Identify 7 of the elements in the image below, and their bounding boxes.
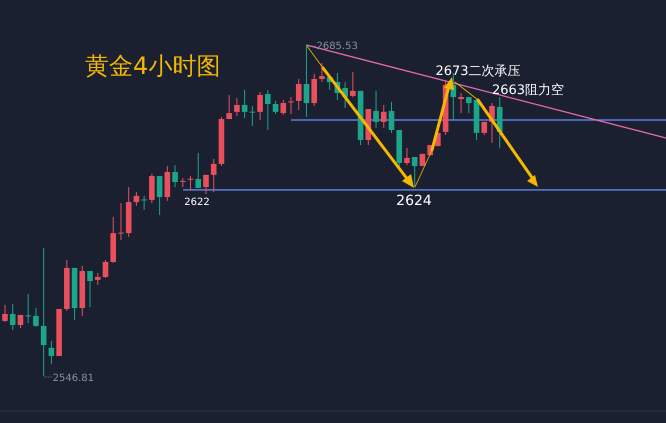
annotation: 2673二次承压 bbox=[435, 64, 521, 79]
annotation: 2685.53 bbox=[316, 41, 358, 52]
annotation: 2546.81 bbox=[52, 373, 94, 384]
annotation: 2663阻力空 bbox=[492, 83, 564, 98]
annotation: 2624 bbox=[396, 193, 432, 209]
annotation: 2622 bbox=[184, 197, 210, 208]
chart-title: 黄金4小时图 bbox=[85, 52, 220, 80]
